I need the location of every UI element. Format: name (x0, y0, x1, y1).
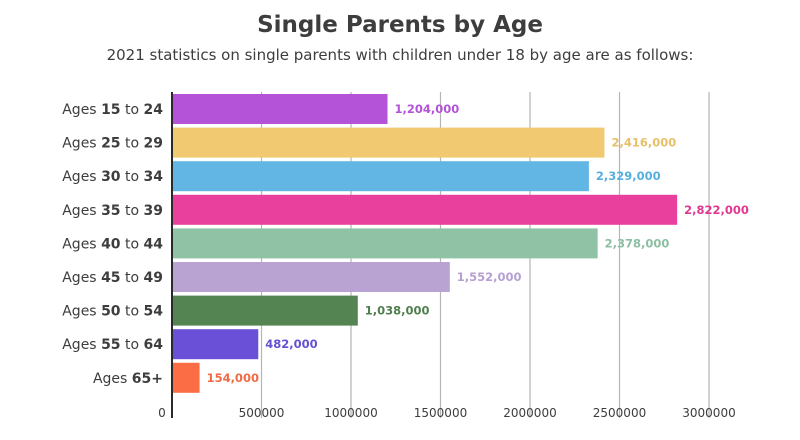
category-label-part: to (121, 337, 144, 353)
category-label: Ages 55 to 64 (62, 337, 163, 353)
category-label-part: Ages (62, 236, 101, 252)
category-label-part: 39 (144, 203, 163, 219)
category-label-part: 64 (144, 337, 164, 353)
bars (172, 94, 678, 393)
category-label-part: 40 (101, 236, 121, 252)
category-label: Ages 30 to 34 (62, 169, 163, 185)
category-label-part: Ages (62, 102, 101, 118)
bar (172, 362, 200, 393)
category-label: Ages 25 to 29 (62, 136, 163, 152)
data-label: 1,552,000 (457, 270, 522, 284)
data-label: 1,204,000 (395, 102, 460, 116)
data-label: 2,416,000 (611, 136, 676, 150)
category-label: Ages 45 to 49 (62, 270, 163, 286)
category-label: Ages 35 to 39 (62, 203, 163, 219)
category-label-part: Ages (62, 304, 101, 320)
data-label: 2,329,000 (596, 169, 661, 183)
bar (172, 262, 450, 292)
category-label-part: 29 (144, 136, 163, 152)
category-label-part: to (121, 136, 144, 152)
bar (172, 94, 388, 124)
chart-title: Single Parents by Age (257, 12, 543, 38)
data-label: 2,822,000 (684, 203, 749, 217)
category-label-part: 49 (144, 270, 163, 286)
x-tick-label: 1000000 (324, 406, 377, 420)
category-label-part: 34 (144, 169, 164, 185)
category-label-part: to (121, 169, 144, 185)
data-label: 154,000 (207, 371, 259, 385)
x-tick-label: 1500000 (414, 406, 467, 420)
category-label-part: to (121, 270, 144, 286)
data-label: 2,378,000 (605, 236, 670, 250)
bar (172, 127, 605, 158)
category-label-part: to (121, 203, 144, 219)
x-tick-labels: 0 500000 1000000 1500000 2000000 2500000 30000… (158, 406, 736, 420)
category-label-part: 44 (144, 236, 164, 252)
category-label-part: 54 (144, 304, 164, 320)
bar (172, 161, 589, 192)
bar (172, 329, 259, 360)
category-label-part: Ages (93, 371, 132, 387)
category-label-part: 50 (101, 304, 121, 320)
category-label-part: 30 (101, 169, 121, 185)
data-label: 482,000 (265, 337, 317, 351)
category-label-part: Ages (62, 169, 101, 185)
category-label-part: to (121, 102, 144, 118)
category-label-part: 35 (101, 203, 120, 219)
category-label-part: Ages (62, 270, 101, 286)
data-labels: 1,204,000 2,416,000 2,329,000 2,822,000 2,37… (207, 102, 749, 385)
category-label: Ages 65+ (93, 371, 163, 387)
category-label-part: 45 (101, 270, 120, 286)
x-tick-label: 0 (158, 406, 166, 420)
category-label-part: 15 (101, 102, 120, 118)
x-tick-label: 3000000 (682, 406, 735, 420)
category-label: Ages 15 to 24 (62, 102, 163, 118)
bar (172, 228, 598, 259)
data-label: 1,038,000 (365, 304, 430, 318)
bar (172, 194, 678, 225)
x-tick-label: 2500000 (593, 406, 646, 420)
category-label-part: Ages (62, 203, 101, 219)
category-label-part: 55 (101, 337, 120, 353)
x-tick-label: 2000000 (503, 406, 556, 420)
category-label-part: Ages (62, 337, 101, 353)
bar (172, 295, 358, 326)
category-label: Ages 50 to 54 (62, 304, 163, 320)
category-label-part: Ages (62, 136, 101, 152)
category-label-part: to (121, 304, 144, 320)
chart-subtitle: 2021 statistics on single parents with c… (106, 46, 694, 64)
category-label-part: 25 (101, 136, 120, 152)
category-label: Ages 40 to 44 (62, 236, 163, 252)
category-label-part: to (121, 236, 144, 252)
category-label-part: 65+ (132, 371, 163, 387)
x-tick-label: 500000 (239, 406, 285, 420)
category-label-part: 24 (144, 102, 164, 118)
